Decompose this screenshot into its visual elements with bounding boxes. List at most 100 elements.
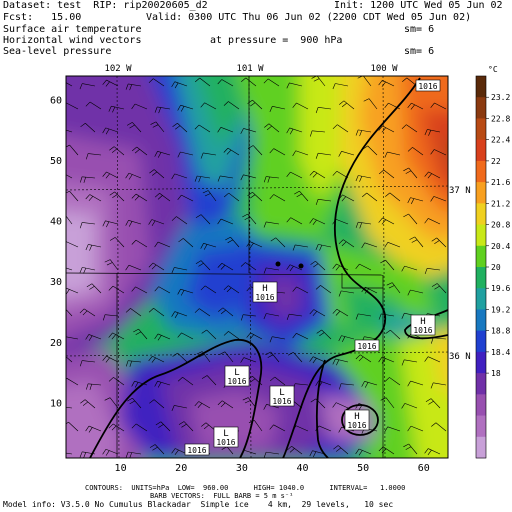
colorbar-swatch xyxy=(476,415,486,438)
wind-barb xyxy=(131,286,148,294)
wind-barb xyxy=(177,288,194,296)
wind-barb xyxy=(125,172,142,180)
footer-contours: CONTOURS: UNITS=hPa LOW= 960.00 HIGH= 10… xyxy=(85,484,406,492)
wind-barb xyxy=(355,313,372,320)
wind-barb xyxy=(240,262,257,271)
wind-barb xyxy=(66,241,79,248)
wind-barb xyxy=(131,380,148,388)
colorbar-label: 20.4 xyxy=(491,242,510,251)
colorbar-swatch xyxy=(476,373,486,395)
wind-barb xyxy=(104,259,119,271)
wind-barb xyxy=(355,129,372,137)
svg-text:1016: 1016 xyxy=(272,397,291,406)
wind-barb xyxy=(269,106,286,112)
wind-barb xyxy=(148,308,165,317)
wind-barb xyxy=(86,283,102,294)
svg-text:1016: 1016 xyxy=(357,342,376,351)
wind-barb xyxy=(294,190,309,202)
svg-text:1016: 1016 xyxy=(413,326,432,335)
wind-barb xyxy=(431,283,447,294)
wind-barb xyxy=(125,264,142,271)
colorbar-swatch xyxy=(476,267,486,289)
wind-barb xyxy=(177,376,194,386)
wind-barb xyxy=(309,356,326,364)
wind-barb xyxy=(409,236,424,248)
wind-barb xyxy=(247,99,263,110)
wind-barb xyxy=(125,308,142,317)
wind-barb xyxy=(79,83,96,90)
wind-barb xyxy=(338,194,355,202)
isobar-label: 1016 xyxy=(184,443,210,456)
wind-barb xyxy=(177,194,194,202)
wind-barb xyxy=(171,311,188,319)
colorbar-swatch xyxy=(476,160,486,183)
y-tick-label: 10 xyxy=(50,398,62,409)
colorbar: °C 23.2 22.8 22.4 22 21.6 21.2 20.8 20.4 20 19.6 19… xyxy=(475,65,510,459)
wind-barb xyxy=(332,358,349,366)
colorbar-label: 23.2 xyxy=(491,93,510,102)
wind-barb xyxy=(225,236,240,248)
wind-barb xyxy=(247,145,263,156)
wind-barb xyxy=(66,309,73,317)
wind-barb xyxy=(338,151,355,157)
wind-barb xyxy=(154,151,171,158)
wind-barb xyxy=(263,313,280,320)
colorbar-swatch xyxy=(476,309,486,332)
wind-barb xyxy=(240,174,257,181)
wind-barb xyxy=(246,332,263,340)
wind-barb xyxy=(240,357,257,363)
wind-barb xyxy=(201,329,217,340)
pressure-labels: 1016H10161016L1016L1016H1016H1016L101610… xyxy=(184,79,441,456)
wind-barb xyxy=(217,127,234,133)
field-slp: Sea-level pressure xyxy=(3,46,112,57)
wind-barb xyxy=(217,175,234,182)
wind-barb xyxy=(430,149,447,156)
svg-text:1016: 1016 xyxy=(255,293,274,302)
wind-barb xyxy=(292,333,309,340)
wind-barb xyxy=(171,216,188,225)
wind-barb xyxy=(108,332,125,340)
wind-barb xyxy=(430,196,447,202)
high-center-letter: H xyxy=(262,284,267,294)
wind-barb xyxy=(378,125,395,133)
latitude-label: 36 N xyxy=(449,352,471,362)
wind-barb xyxy=(200,102,217,110)
wind-barb xyxy=(102,448,119,456)
wind-barb xyxy=(200,285,217,294)
wind-barb xyxy=(309,218,326,226)
wind-barb xyxy=(332,170,349,179)
field-temperature-smoothing: sm= 6 xyxy=(404,24,435,35)
isobar-label: 1016 xyxy=(354,339,380,352)
wind-barb xyxy=(108,105,125,113)
wind-barb xyxy=(127,397,142,409)
colorbar-swatch xyxy=(476,76,486,98)
wind-barb xyxy=(242,397,257,409)
wind-barb xyxy=(242,213,257,225)
wind-barb xyxy=(66,267,73,271)
low-center-letter: L xyxy=(279,388,284,398)
wind-barb xyxy=(154,192,171,202)
wind-barb xyxy=(177,332,194,340)
colorbar-label: 18.4 xyxy=(491,348,510,357)
wind-barb xyxy=(332,218,349,225)
colorbar-swatch xyxy=(476,118,486,141)
plot-frame xyxy=(65,75,449,459)
axis-labels: 10 20 30 40 50 60 10 20 30 40 50 60 102 W 101 W 100 W 3… xyxy=(50,64,471,474)
y-tick-label: 50 xyxy=(50,156,62,167)
colorbar-label: 22.8 xyxy=(491,114,510,123)
station-marker xyxy=(298,263,304,269)
wind-barb xyxy=(380,397,395,409)
wind-barb xyxy=(263,451,280,458)
wind-barb xyxy=(171,405,188,412)
wind-barb xyxy=(332,124,349,133)
low-center-letter: L xyxy=(234,368,239,378)
wind-barb xyxy=(171,173,188,180)
wind-barb xyxy=(265,351,280,363)
wind-barb xyxy=(109,146,125,156)
wind-barb xyxy=(247,191,263,202)
wind-barb xyxy=(378,446,395,455)
wind-barb xyxy=(133,328,148,340)
wind-barb xyxy=(172,352,188,363)
wind-barb xyxy=(309,450,326,458)
